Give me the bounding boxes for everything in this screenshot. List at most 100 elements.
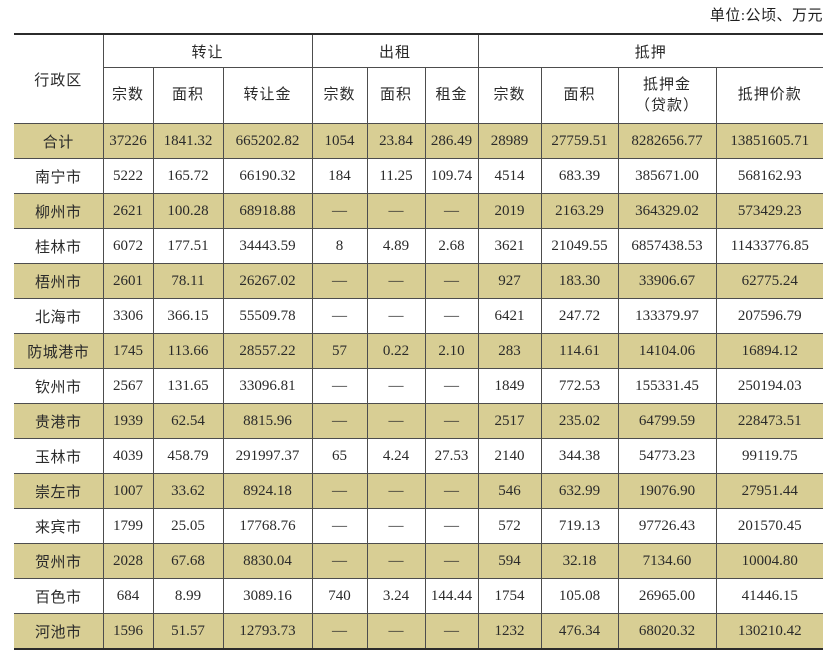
region-cell: 来宾市 xyxy=(14,508,104,544)
data-cell: 37226 xyxy=(103,123,154,159)
region-cell: 贺州市 xyxy=(14,543,104,579)
data-cell: 64799.59 xyxy=(618,403,717,439)
data-cell: 6857438.53 xyxy=(618,228,717,264)
data-cell: — xyxy=(312,508,368,544)
region-cell: 河池市 xyxy=(14,613,104,649)
data-cell: 105.08 xyxy=(541,578,619,614)
data-cell: 11433776.85 xyxy=(716,228,824,264)
column-header-6: 宗数 xyxy=(478,67,542,124)
table-row: 钦州市 2567 131.65 33096.81— — —1849 772.53 155331… xyxy=(14,368,824,404)
data-cell: — xyxy=(367,368,426,404)
table-row: 来宾市 1799 25.05 17768.76— — —572 719.13 97726.43… xyxy=(14,508,824,544)
data-cell: 113.66 xyxy=(153,333,224,369)
data-cell: 28989 xyxy=(478,123,542,159)
data-cell: — xyxy=(425,193,479,229)
data-cell: 2567 xyxy=(103,368,154,404)
table-row: 河池市 1596 51.57 12793.73— — —1232 476.34 68020.3… xyxy=(14,613,824,649)
data-cell: — xyxy=(312,298,368,334)
column-header-1: 面积 xyxy=(153,67,224,124)
data-cell: 568162.93 xyxy=(716,158,824,194)
data-cell: 114.61 xyxy=(541,333,619,369)
data-cell: 100.28 xyxy=(153,193,224,229)
data-cell: 34443.59 xyxy=(223,228,313,264)
data-cell: 54773.23 xyxy=(618,438,717,474)
data-cell: 57 xyxy=(312,333,368,369)
data-cell: — xyxy=(425,403,479,439)
data-cell: 2621 xyxy=(103,193,154,229)
data-cell: 1232 xyxy=(478,613,542,649)
data-cell: 927 xyxy=(478,263,542,299)
table-row: 合计 37226 1841.32 665202.82 1054 23.84 286.49 28… xyxy=(14,123,824,159)
table-body: 合计 37226 1841.32 665202.82 1054 23.84 286.49 28… xyxy=(14,123,824,649)
data-cell: 1841.32 xyxy=(153,123,224,159)
data-cell: 719.13 xyxy=(541,508,619,544)
data-cell: 476.34 xyxy=(541,613,619,649)
data-cell: 665202.82 xyxy=(223,123,313,159)
data-cell: 26965.00 xyxy=(618,578,717,614)
data-cell: 4514 xyxy=(478,158,542,194)
data-cell: 51.57 xyxy=(153,613,224,649)
data-cell: 66190.32 xyxy=(223,158,313,194)
data-cell: 3621 xyxy=(478,228,542,264)
data-cell: 28557.22 xyxy=(223,333,313,369)
region-cell: 北海市 xyxy=(14,298,104,334)
data-cell: 177.51 xyxy=(153,228,224,264)
data-cell: 572 xyxy=(478,508,542,544)
data-cell: 283 xyxy=(478,333,542,369)
column-header-4: 面积 xyxy=(367,67,426,124)
data-cell: 5222 xyxy=(103,158,154,194)
data-cell: 235.02 xyxy=(541,403,619,439)
data-cell: 2601 xyxy=(103,263,154,299)
region-cell: 防城港市 xyxy=(14,333,104,369)
data-cell: 27.53 xyxy=(425,438,479,474)
data-cell: 26267.02 xyxy=(223,263,313,299)
data-cell: 19076.90 xyxy=(618,473,717,509)
data-cell: 8 xyxy=(312,228,368,264)
column-header-3: 宗数 xyxy=(312,67,368,124)
land-transactions-table: 行政区 转让 出租 抵押 宗数 面积 转让金 宗数 面积 租金 宗数 面积 抵押金 （贷款） 抵押… xyxy=(14,33,824,650)
data-cell: 1754 xyxy=(478,578,542,614)
region-cell: 梧州市 xyxy=(14,263,104,299)
table-row: 防城港市 1745 113.66 28557.22 57 0.22 2.10 283 114.6… xyxy=(14,333,824,369)
group-header-rent: 出租 xyxy=(312,34,479,68)
data-cell: 13851605.71 xyxy=(716,123,824,159)
data-cell: 27951.44 xyxy=(716,473,824,509)
data-cell: 184 xyxy=(312,158,368,194)
data-cell: 62775.24 xyxy=(716,263,824,299)
data-cell: 1596 xyxy=(103,613,154,649)
data-cell: 8282656.77 xyxy=(618,123,717,159)
data-cell: 16894.12 xyxy=(716,333,824,369)
column-header-0: 宗数 xyxy=(103,67,154,124)
region-cell: 贵港市 xyxy=(14,403,104,439)
data-cell: 2.10 xyxy=(425,333,479,369)
data-cell: 772.53 xyxy=(541,368,619,404)
column-header-2: 转让金 xyxy=(223,67,313,124)
region-cell: 桂林市 xyxy=(14,228,104,264)
data-cell: 62.54 xyxy=(153,403,224,439)
data-cell: 684 xyxy=(103,578,154,614)
region-cell: 玉林市 xyxy=(14,438,104,474)
data-cell: — xyxy=(367,193,426,229)
data-cell: 385671.00 xyxy=(618,158,717,194)
data-cell: 131.65 xyxy=(153,368,224,404)
data-cell: 23.84 xyxy=(367,123,426,159)
group-header-transfer: 转让 xyxy=(103,34,313,68)
data-cell: 183.30 xyxy=(541,263,619,299)
data-cell: 1799 xyxy=(103,508,154,544)
data-cell: 364329.02 xyxy=(618,193,717,229)
data-cell: 1745 xyxy=(103,333,154,369)
data-cell: 740 xyxy=(312,578,368,614)
data-cell: 6421 xyxy=(478,298,542,334)
data-cell: 250194.03 xyxy=(716,368,824,404)
table-row: 梧州市 2601 78.11 26267.02— — —927 183.30 33906.67… xyxy=(14,263,824,299)
data-cell: 65 xyxy=(312,438,368,474)
data-cell: — xyxy=(367,298,426,334)
data-cell: — xyxy=(312,193,368,229)
data-cell: 99119.75 xyxy=(716,438,824,474)
data-cell: 286.49 xyxy=(425,123,479,159)
data-cell: 1007 xyxy=(103,473,154,509)
data-cell: 133379.97 xyxy=(618,298,717,334)
data-cell: 78.11 xyxy=(153,263,224,299)
data-cell: — xyxy=(367,508,426,544)
